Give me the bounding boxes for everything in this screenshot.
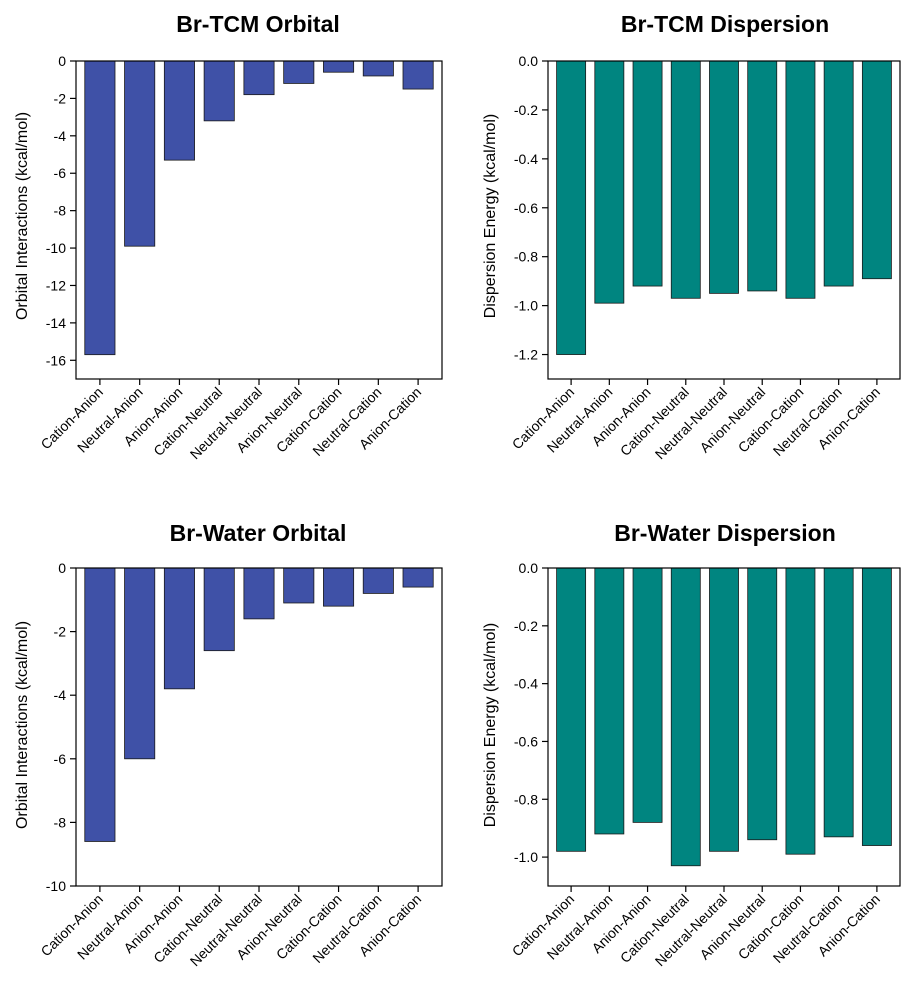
x-tick-label: Neutral-Cation [309,384,384,459]
y-tick-label: -1.2 [514,347,538,363]
bar-neutral-anion [594,567,625,835]
y-tick-label: -4 [54,128,67,144]
plot-frame [75,567,443,887]
y-tick-label: 0.0 [519,53,539,69]
y-tick-label: -0.8 [514,249,538,265]
y-tick-label: 0.0 [519,560,539,576]
bar-neutral-neutral [709,60,739,294]
plot-frame [547,60,901,380]
x-tick-label: Cation-Neutral [150,384,225,459]
bar-anion-anion [632,60,663,287]
chart-title: Br-Water Dispersion [614,520,836,546]
y-tick-label: -10 [46,878,66,894]
bar-cation-neutral [203,567,235,652]
y-tick-label: -0.6 [514,200,538,216]
bar-cation-neutral [670,60,701,299]
bar-neutral-cation [823,60,854,287]
y-tick-label: -0.4 [514,151,538,167]
y-axis-label: Orbital Interactions (kcal/mol) [14,112,31,320]
bar-anion-anion [163,567,195,690]
panel-br-water-dispersion: Br-Water Dispersion Dispersion Energy (k… [482,520,901,969]
bar-cation-cation [785,60,816,299]
bar-anion-cation [861,60,892,280]
y-tick-label: -0.6 [514,733,538,749]
y-axis-label: Orbital Interactions (kcal/mol) [14,621,31,829]
bar-neutral-neutral [243,567,275,620]
bar-neutral-cation [362,60,394,77]
bar-cation-anion [84,567,116,842]
y-tick-label: -6 [54,751,67,767]
x-tick-label: Neutral-Cation [309,891,384,966]
bar-cation-cation [323,567,355,607]
bar-anion-cation [402,567,434,588]
y-tick-label: -2 [54,624,67,640]
y-tick-label: -0.4 [514,676,538,692]
bar-anion-anion [163,60,195,161]
bar-cation-anion [84,60,116,356]
bar-anion-cation [402,60,434,90]
bar-neutral-neutral [709,567,739,852]
y-axis-label: Dispersion Energy (kcal/mol) [482,114,499,319]
y-tick-label: -8 [54,814,67,830]
bar-neutral-cation [823,567,854,838]
bar-cation-neutral [670,567,701,867]
bar-neutral-neutral [243,60,275,96]
y-tick-label: -2 [54,90,67,106]
bar-cation-anion [556,567,587,852]
chart-title: Br-Water Orbital [170,520,347,546]
y-axis-label: Dispersion Energy (kcal/mol) [482,623,499,828]
y-tick-label: -12 [46,277,66,293]
bar-anion-neutral [283,60,315,84]
plot-frame [75,60,443,380]
y-tick-label: -0.2 [514,618,538,634]
y-tick-label: 0 [58,560,66,576]
y-tick-label: -4 [54,687,67,703]
bar-cation-anion [556,60,587,355]
panel-br-water-orbital: Br-Water Orbital Orbital Interactions (k… [14,520,443,969]
bar-anion-neutral [747,567,778,841]
bar-cation-neutral [203,60,235,122]
bar-anion-neutral [747,60,778,292]
panel-br-tcm-dispersion: Br-TCM Dispersion Dispersion Energy (kca… [482,11,901,462]
y-tick-label: -0.2 [514,102,538,118]
bar-neutral-cation [362,567,394,594]
y-tick-label: -8 [54,203,67,219]
bar-anion-anion [632,567,663,823]
bar-anion-cation [861,567,892,846]
panel-br-tcm-orbital: Br-TCM Orbital Orbital Interactions (kca… [14,11,443,462]
y-tick-label: -14 [46,315,66,331]
bar-neutral-anion [124,60,156,247]
y-tick-label: 0 [58,53,66,69]
bar-cation-cation [785,567,816,855]
bar-anion-neutral [283,567,315,604]
y-tick-label: -0.8 [514,791,538,807]
bar-neutral-anion [124,567,156,760]
bar-cation-cation [323,60,355,73]
chart-title: Br-TCM Orbital [176,11,340,37]
y-tick-label: -1.0 [514,849,538,865]
x-tick-label: Cation-Neutral [150,891,225,966]
y-tick-label: -1.0 [514,298,538,314]
y-tick-label: -6 [54,165,67,181]
plot-frame [547,567,901,887]
y-tick-label: -16 [46,352,66,368]
bar-neutral-anion [594,60,625,304]
y-tick-label: -10 [46,240,66,256]
chart-title: Br-TCM Dispersion [621,11,829,37]
